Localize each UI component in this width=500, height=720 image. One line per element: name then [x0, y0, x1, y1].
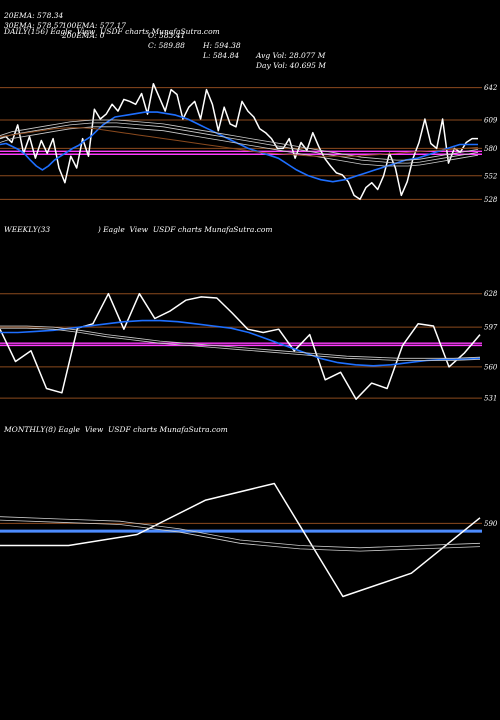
ema200-value: 200EMA: 0 [62, 31, 105, 40]
avg-vol-value: Avg Vol: 28.077 M [256, 51, 326, 60]
header-row-1: 20EMA: 578.34 100EMA: 577.17 O: 583.41 H… [4, 1, 325, 61]
daily-ema-line [0, 111, 478, 183]
daily-ma1-line [0, 122, 479, 164]
daily-ma2-line [0, 119, 479, 161]
daily-ma_brown-line [0, 127, 479, 157]
open-value: O: 583.41 [148, 31, 186, 40]
weekly-ma1-line [0, 327, 481, 361]
monthly-price-line [0, 482, 481, 598]
weekly-panel-label: WEEKLY(33 ) Eagle View USDF charts Munaf… [4, 225, 273, 234]
low-value: L: 584.84 [203, 51, 240, 60]
weekly-ma2-line [0, 325, 481, 359]
daily-y-tick-label: 609 [484, 116, 498, 124]
weekly-y-tick-label: 597 [484, 324, 498, 332]
daily-panel-label: DAILY(156) Eagle View USDF charts Munafa… [4, 27, 220, 36]
daily-y-tick-label: 580 [484, 145, 498, 153]
weekly-y-tick-label: 560 [484, 363, 498, 371]
daily-y-tick-label: 528 [484, 196, 498, 204]
day-vol-value: Day Vol: 40.695 M [256, 61, 326, 70]
monthly-ma2-line [0, 519, 481, 552]
ema30-value: 30EMA: 578.57 [4, 21, 64, 30]
weekly-y-tick-label: 531 [484, 395, 497, 403]
weekly-ema-line [0, 319, 481, 367]
daily-price-line [0, 82, 478, 201]
weekly-price-line [0, 292, 481, 400]
close-value: C: 589.88 [148, 41, 185, 50]
monthly-ma1-line [0, 516, 481, 549]
high-value: H: 594.38 [203, 41, 241, 50]
ema100-value: 100EMA: 577.17 [62, 21, 127, 30]
daily-y-tick-label: 552 [484, 172, 498, 180]
weekly-y-tick-label: 628 [484, 290, 498, 298]
header-row-2: 30EMA: 578.57 200EMA: 0 C: 589.88 L: 584… [4, 11, 326, 71]
ema20-value: 20EMA: 578.34 [4, 11, 64, 20]
monthly-y-tick-label: 590 [484, 520, 498, 528]
monthly-panel-label: MONTHLY(8) Eagle View USDF charts Munafa… [4, 425, 228, 434]
daily-y-tick-label: 642 [484, 84, 498, 92]
